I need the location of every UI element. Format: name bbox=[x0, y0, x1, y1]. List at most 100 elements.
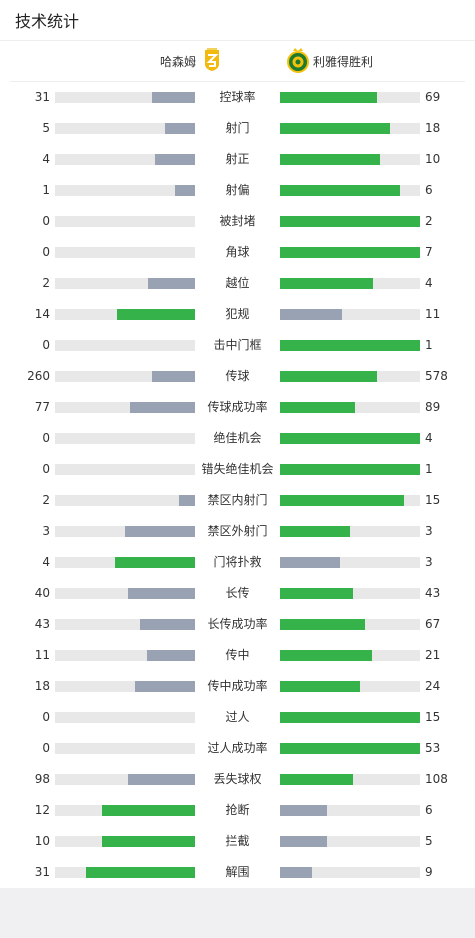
stat-label: 长传 bbox=[225, 586, 250, 600]
away-stat-bar-fill bbox=[280, 309, 342, 320]
home-stat-value: 0 bbox=[42, 710, 50, 724]
stat-row: 40 长传 43 bbox=[0, 578, 475, 609]
away-stat-bar-track bbox=[280, 774, 420, 785]
away-stat-bar-fill bbox=[280, 402, 355, 413]
stat-row: 18 传中成功率 24 bbox=[0, 671, 475, 702]
home-stat-value: 4 bbox=[42, 152, 50, 166]
away-stat-bar-fill bbox=[280, 495, 404, 506]
stat-label: 绝佳机会 bbox=[213, 431, 262, 445]
away-stat-value: 578 bbox=[425, 369, 448, 383]
stat-label: 传中成功率 bbox=[207, 679, 268, 693]
away-stat-bar-fill bbox=[280, 92, 377, 103]
stat-label: 抢断 bbox=[225, 803, 250, 817]
stat-label: 控球率 bbox=[219, 90, 256, 104]
stat-row: 4 门将扑救 3 bbox=[0, 547, 475, 578]
stat-label: 错失绝佳机会 bbox=[201, 462, 274, 476]
home-stat-value: 1 bbox=[42, 183, 50, 197]
home-stat-value: 77 bbox=[34, 400, 50, 414]
away-stat-bar-track bbox=[280, 216, 420, 227]
stat-row: 5 射门 18 bbox=[0, 113, 475, 144]
home-stat-bar-track bbox=[55, 836, 195, 847]
stats-list: 31 控球率 69 5 射门 18 4 射正 10 1 射偏 6 0 被封堵 2 0 角球 7 2 越位 4 14 犯规 11… bbox=[0, 82, 475, 888]
stat-row: 4 射正 10 bbox=[0, 144, 475, 175]
away-stat-bar-fill bbox=[280, 712, 420, 723]
stat-row: 0 错失绝佳机会 1 bbox=[0, 454, 475, 485]
home-stat-bar-track bbox=[55, 92, 195, 103]
away-stat-value: 5 bbox=[425, 834, 433, 848]
stats-header: 技术统计 bbox=[0, 0, 475, 41]
home-stat-value: 10 bbox=[34, 834, 50, 848]
away-stat-value: 15 bbox=[425, 493, 441, 507]
away-stat-bar-fill bbox=[280, 650, 372, 661]
away-stat-value: 1 bbox=[425, 338, 433, 352]
away-stat-bar-track bbox=[280, 619, 420, 630]
stat-label: 传球成功率 bbox=[207, 400, 268, 414]
stat-label: 解围 bbox=[225, 865, 250, 879]
away-stat-value: 21 bbox=[425, 648, 441, 662]
away-stat-bar-track bbox=[280, 92, 420, 103]
home-stat-bar-fill bbox=[130, 402, 195, 413]
home-team[interactable]: 哈森姆 bbox=[160, 41, 220, 81]
home-stat-bar-track bbox=[55, 588, 195, 599]
home-stat-value: 0 bbox=[42, 214, 50, 228]
home-stat-value: 4 bbox=[42, 555, 50, 569]
stat-label: 禁区外射门 bbox=[207, 524, 268, 538]
away-stat-value: 69 bbox=[425, 90, 441, 104]
home-stat-bar-track bbox=[55, 464, 195, 475]
home-stat-bar-track bbox=[55, 650, 195, 661]
home-stat-bar-track bbox=[55, 495, 195, 506]
away-stat-value: 7 bbox=[425, 245, 433, 259]
home-stat-bar-track bbox=[55, 278, 195, 289]
stat-label: 角球 bbox=[225, 245, 250, 259]
away-stat-value: 3 bbox=[425, 524, 433, 538]
stat-row: 1 射偏 6 bbox=[0, 175, 475, 206]
home-stat-bar-fill bbox=[152, 92, 195, 103]
stat-label: 丢失球权 bbox=[213, 772, 262, 786]
stat-row: 31 控球率 69 bbox=[0, 82, 475, 113]
stat-row: 0 角球 7 bbox=[0, 237, 475, 268]
stat-row: 0 击中门框 1 bbox=[0, 330, 475, 361]
away-stat-value: 108 bbox=[425, 772, 448, 786]
away-stat-bar-track bbox=[280, 185, 420, 196]
stat-row: 2 禁区内射门 15 bbox=[0, 485, 475, 516]
away-team[interactable]: 利雅得胜利 bbox=[287, 41, 373, 81]
away-stat-bar-fill bbox=[280, 867, 312, 878]
home-stat-bar-fill bbox=[165, 123, 195, 134]
away-stat-bar-track bbox=[280, 154, 420, 165]
home-team-logo-icon bbox=[204, 47, 220, 75]
home-stat-value: 2 bbox=[42, 493, 50, 507]
home-stat-value: 11 bbox=[34, 648, 50, 662]
away-stat-bar-track bbox=[280, 340, 420, 351]
home-stat-bar-fill bbox=[128, 774, 195, 785]
away-stat-bar-track bbox=[280, 681, 420, 692]
stat-label: 过人成功率 bbox=[207, 741, 268, 755]
home-stat-bar-fill bbox=[102, 805, 195, 816]
home-stat-bar-track bbox=[55, 185, 195, 196]
home-stat-bar-track bbox=[55, 774, 195, 785]
home-stat-value: 0 bbox=[42, 245, 50, 259]
home-stat-bar-track bbox=[55, 402, 195, 413]
away-stat-bar-track bbox=[280, 526, 420, 537]
away-stat-bar-track bbox=[280, 464, 420, 475]
home-stat-value: 43 bbox=[34, 617, 50, 631]
home-stat-bar-track bbox=[55, 557, 195, 568]
stat-label: 门将扑救 bbox=[213, 555, 262, 569]
away-stat-bar-track bbox=[280, 557, 420, 568]
home-stat-bar-fill bbox=[175, 185, 195, 196]
away-stat-value: 53 bbox=[425, 741, 441, 755]
stat-row: 77 传球成功率 89 bbox=[0, 392, 475, 423]
stat-row: 98 丢失球权 108 bbox=[0, 764, 475, 795]
away-stat-bar-fill bbox=[280, 743, 420, 754]
home-stat-bar-track bbox=[55, 681, 195, 692]
home-stat-bar-track bbox=[55, 216, 195, 227]
home-stat-bar-fill bbox=[102, 836, 195, 847]
stat-row: 260 传球 578 bbox=[0, 361, 475, 392]
away-stat-bar-track bbox=[280, 805, 420, 816]
away-team-logo-icon bbox=[287, 47, 309, 76]
away-stat-bar-fill bbox=[280, 278, 373, 289]
home-stat-value: 18 bbox=[34, 679, 50, 693]
home-stat-bar-fill bbox=[117, 309, 195, 320]
stat-row: 12 抢断 6 bbox=[0, 795, 475, 826]
stat-label: 禁区内射门 bbox=[207, 493, 268, 507]
home-stat-value: 31 bbox=[34, 865, 50, 879]
